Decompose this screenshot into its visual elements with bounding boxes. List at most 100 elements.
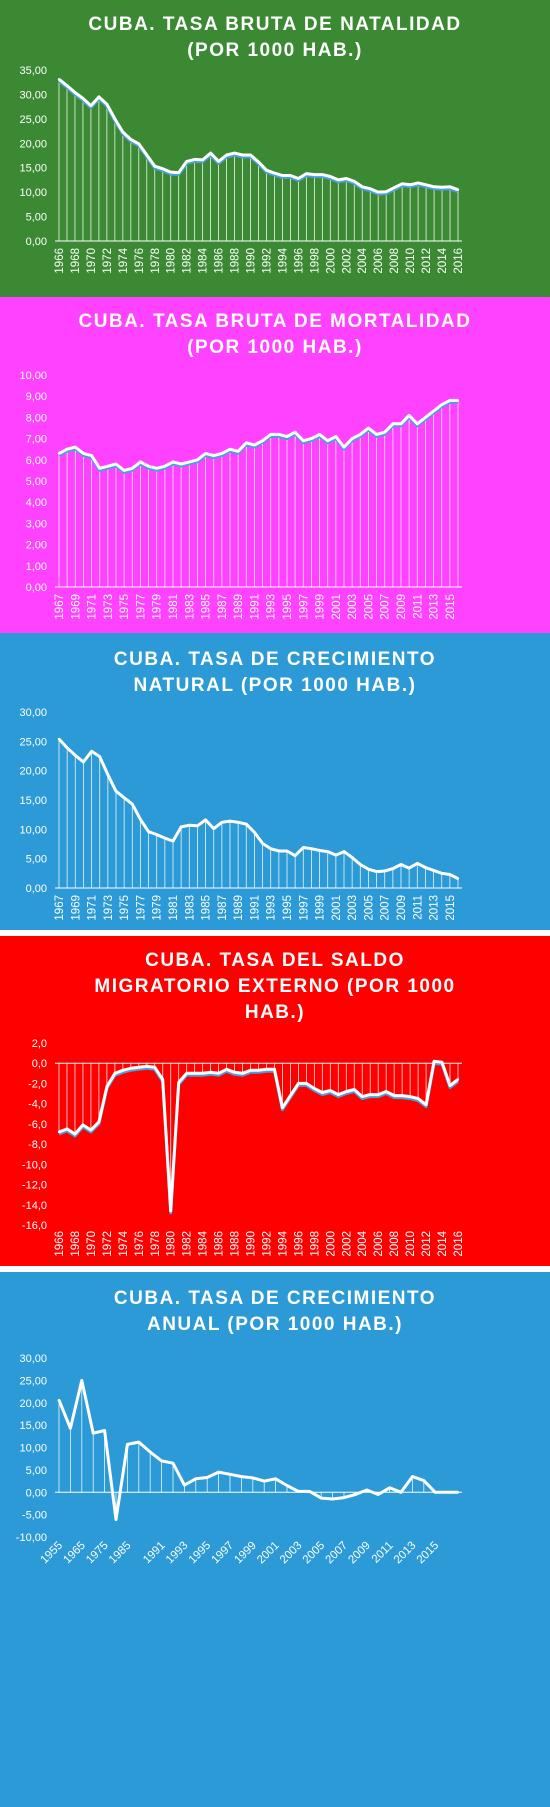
data-point: [289, 174, 292, 177]
x-tick-label: 1978: [150, 248, 162, 274]
x-tick-label: 2011: [412, 895, 424, 920]
x-tick-label: 2004: [357, 247, 369, 273]
data-point: [188, 824, 191, 827]
data-point: [233, 151, 236, 155]
x-tick-label: 2006: [373, 1231, 385, 1257]
data-point: [367, 868, 370, 871]
x-tick-label: 1966: [54, 248, 66, 274]
data-point: [400, 182, 404, 186]
y-tick-label: -16,0: [22, 1220, 47, 1232]
data-point: [114, 462, 118, 466]
data-point: [345, 177, 348, 180]
data-point: [342, 1496, 346, 1499]
data-point: [80, 1379, 84, 1382]
y-tick-label: -2,0: [28, 1078, 47, 1090]
data-point: [269, 847, 272, 850]
chart-title-line: CUBA. TASA DE CRECIMIENTO: [114, 1288, 436, 1309]
data-point: [345, 1090, 348, 1093]
data-point: [277, 849, 281, 853]
y-tick-label: -8,0: [28, 1139, 47, 1151]
chart-title-line: NATURAL (POR 1000 HAB.): [134, 675, 417, 696]
x-tick-label: 2010: [405, 248, 417, 274]
chart-svg: CUBA. TASA DE CRECIMIENTO ANUAL (POR 1000…: [0, 1272, 550, 1807]
data-point: [113, 117, 117, 121]
data-point: [456, 188, 460, 191]
data-point: [185, 1072, 188, 1075]
data-point: [245, 822, 248, 826]
data-point: [273, 1068, 276, 1071]
x-tick-label: 1982: [182, 248, 194, 274]
y-tick-label: 5,00: [26, 212, 47, 224]
data-point: [73, 91, 77, 94]
data-point: [361, 185, 364, 188]
data-point: [137, 1066, 140, 1069]
chart-title-line: (POR 1000 HAB.): [187, 337, 363, 358]
y-tick-label: 10,00: [19, 370, 47, 382]
y-tick-label: 3,00: [26, 518, 47, 530]
data-point: [411, 1475, 414, 1478]
data-point: [365, 1488, 368, 1492]
data-point: [139, 818, 142, 821]
data-point: [161, 1078, 164, 1081]
chart-svg: CUBA. TASA BRUTA DE MORTALIDAD (POR 1000 …: [0, 297, 550, 633]
x-tick-label: 1981: [168, 594, 180, 620]
data-point: [392, 1094, 396, 1097]
data-point: [240, 1475, 243, 1478]
data-point: [432, 409, 435, 413]
data-point: [196, 824, 199, 828]
data-point: [383, 431, 386, 434]
x-tick-label: 1974: [118, 247, 130, 273]
data-point: [126, 1443, 129, 1446]
y-tick-label: -6,0: [28, 1119, 47, 1131]
data-point: [228, 448, 232, 451]
x-tick-label: 1989: [233, 594, 245, 620]
data-point: [194, 1477, 197, 1481]
x-tick-label: 2003: [347, 594, 359, 620]
x-tick-label: 1983: [184, 895, 196, 921]
x-tick-label: 1986: [214, 1231, 226, 1257]
data-point: [359, 433, 362, 436]
x-tick-label: 1966: [54, 1231, 66, 1257]
data-point: [369, 187, 372, 190]
data-point: [217, 1470, 220, 1474]
data-point: [228, 819, 232, 823]
data-point: [399, 863, 403, 866]
x-tick-label: 1968: [70, 248, 82, 274]
y-tick-label: 30,00: [19, 89, 47, 101]
data-point: [353, 180, 356, 183]
data-point: [432, 185, 436, 188]
x-tick-label: 2016: [453, 248, 465, 274]
x-tick-label: 1995: [282, 594, 294, 620]
data-point: [81, 97, 85, 100]
chart-background: [0, 1272, 550, 1807]
x-tick-label: 1983: [184, 594, 196, 620]
data-point: [337, 1093, 340, 1096]
x-tick-label: 1973: [103, 594, 115, 620]
data-point: [424, 416, 427, 419]
data-point: [206, 1476, 209, 1479]
data-point: [105, 1085, 109, 1088]
x-tick-label: 1997: [298, 895, 310, 921]
data-point: [305, 172, 308, 175]
x-tick-label: 1979: [152, 594, 164, 620]
data-point: [391, 422, 395, 425]
data-point: [313, 173, 316, 176]
data-point: [153, 1066, 156, 1069]
data-point: [383, 869, 386, 873]
x-tick-label: 2002: [341, 1231, 353, 1257]
data-point: [121, 130, 125, 134]
y-tick-label: 1,00: [26, 561, 47, 573]
x-tick-label: 1972: [102, 248, 114, 274]
data-point: [285, 435, 289, 438]
data-point: [74, 754, 77, 757]
data-point: [305, 1082, 308, 1085]
data-point: [289, 1094, 292, 1097]
y-tick-label: 20,00: [19, 138, 47, 150]
data-point: [236, 821, 240, 824]
x-tick-label: 1990: [246, 1231, 258, 1257]
data-point: [273, 171, 276, 175]
y-tick-label: 30,00: [19, 1353, 47, 1365]
x-tick-label: 2016: [453, 1231, 465, 1257]
x-tick-label: 1992: [261, 1231, 273, 1257]
x-tick-label: 1992: [261, 248, 273, 274]
